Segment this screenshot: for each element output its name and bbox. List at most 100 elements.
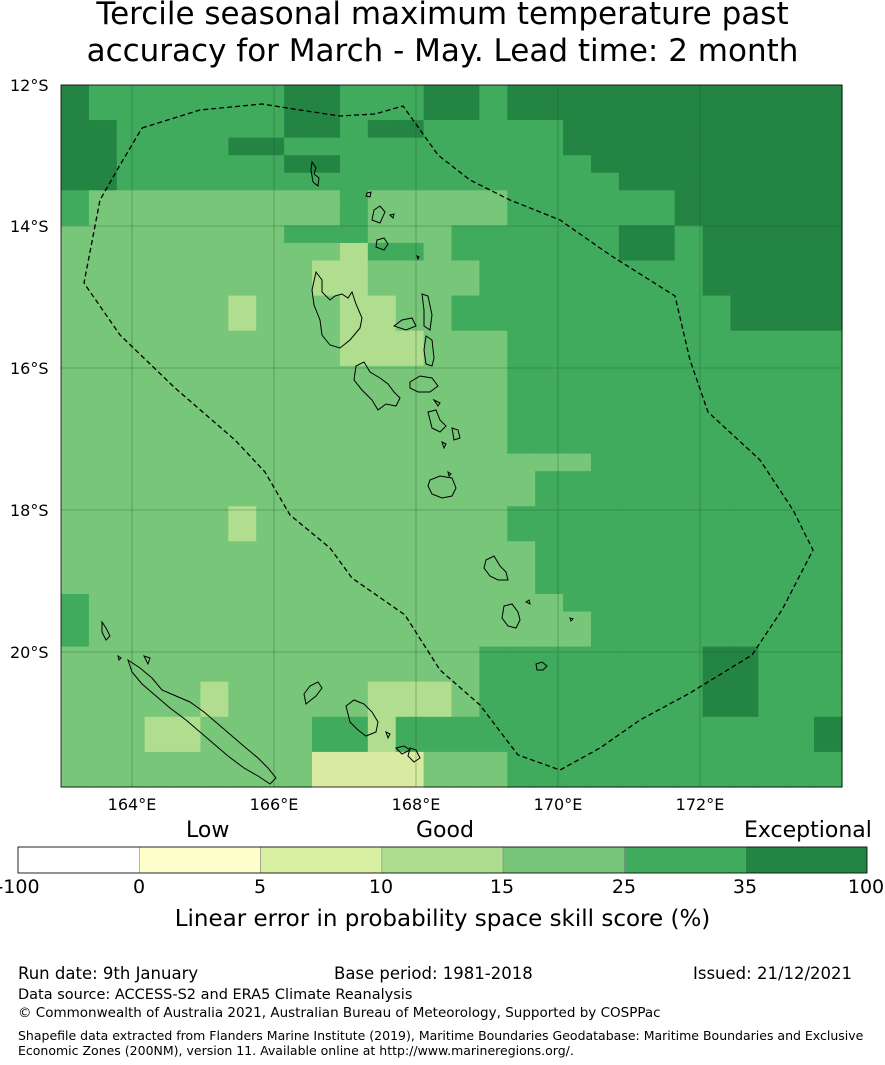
grid-cell — [590, 716, 620, 735]
grid-cell — [563, 313, 592, 332]
grid-cell — [200, 558, 229, 577]
grid-cell — [88, 242, 118, 262]
grid-cell — [312, 348, 341, 367]
grid-cell — [507, 365, 536, 384]
grid-cell — [563, 383, 592, 402]
grid-cell — [702, 453, 732, 472]
grid-cell — [814, 716, 843, 735]
grid-cell — [479, 400, 508, 420]
grid-cell — [646, 295, 676, 314]
grid-cell — [758, 506, 787, 525]
grid-cell — [312, 137, 341, 156]
grid-cell — [423, 295, 453, 314]
grid-cell — [730, 646, 759, 665]
grid-cell — [228, 769, 257, 788]
grid-cell — [284, 260, 313, 279]
grid-cell — [590, 769, 620, 788]
grid-cell — [172, 506, 202, 525]
grid-cell — [758, 207, 787, 226]
grid-cell — [758, 664, 787, 683]
grid-cell — [563, 593, 592, 613]
grid-cell — [730, 681, 759, 700]
grid-cell — [590, 137, 620, 156]
grid-cell — [535, 681, 564, 700]
lat-label: 12°S — [10, 76, 49, 95]
grid-cell — [618, 400, 648, 420]
grid-cell — [256, 225, 285, 244]
colorbar-tick: 25 — [611, 876, 637, 898]
grid-cell — [339, 278, 369, 297]
grid-cell — [451, 85, 480, 104]
grid-cell — [116, 155, 146, 174]
grid-cell — [479, 629, 508, 648]
grid-cell — [228, 488, 257, 507]
grid-cell — [200, 471, 229, 490]
grid-cell — [61, 313, 90, 332]
grid-cell — [172, 593, 202, 613]
grid-cell — [172, 330, 202, 349]
grid-cell — [256, 576, 285, 595]
grid-cell — [339, 190, 369, 209]
grid-cell — [200, 751, 229, 771]
grid-cell — [367, 576, 397, 595]
grid-cell — [367, 558, 397, 577]
grid-cell — [786, 85, 815, 104]
grid-cell — [284, 716, 313, 735]
grid-cell — [395, 506, 425, 525]
grid-cell — [88, 365, 118, 384]
grid-cell — [507, 242, 536, 262]
grid-cell — [814, 400, 843, 420]
grid-cell — [228, 348, 257, 367]
grid-cell — [674, 155, 704, 174]
grid-cell — [618, 365, 648, 384]
grid-cell — [312, 155, 341, 174]
grid-cell — [786, 611, 815, 630]
colorbar-segment — [260, 846, 383, 874]
grid-cell — [507, 629, 536, 648]
grid-cell — [172, 85, 202, 104]
grid-cell — [312, 453, 341, 472]
grid-cell — [758, 383, 787, 402]
grid-cell — [200, 330, 229, 349]
grid-cell — [284, 576, 313, 595]
grid-cell — [367, 716, 397, 735]
grid-cell — [367, 751, 397, 771]
grid-cell — [423, 155, 453, 174]
grid-cell — [88, 646, 118, 665]
grid-cell — [367, 541, 397, 560]
grid-cell — [563, 137, 592, 156]
grid-cell — [479, 172, 508, 191]
grid-cell — [814, 699, 843, 718]
grid-cell — [563, 541, 592, 560]
grid-cell — [200, 436, 229, 455]
grid-cell — [730, 488, 759, 507]
grid-cell — [814, 769, 843, 788]
grid-cell — [702, 751, 732, 771]
grid-cell — [256, 365, 285, 384]
grid-cell — [423, 260, 453, 279]
grid-cell — [256, 137, 285, 156]
grid-cell — [674, 400, 704, 420]
grid-cell — [339, 576, 369, 595]
grid-cell — [284, 646, 313, 665]
grid-cell — [172, 242, 202, 262]
grid-cell — [786, 295, 815, 314]
grid-cell — [563, 471, 592, 490]
grid-cell — [451, 611, 480, 630]
grid-cell — [814, 629, 843, 648]
grid-cell — [144, 102, 174, 121]
grid-cell — [88, 313, 118, 332]
grid-cell — [172, 172, 202, 191]
grid-cell — [758, 436, 787, 455]
grid-cell — [451, 120, 480, 139]
grid-cell — [61, 137, 90, 156]
grid-cell — [172, 769, 202, 788]
grid-cell — [590, 611, 620, 630]
grid-cell — [674, 523, 704, 542]
grid-cell — [507, 541, 536, 560]
grid-cell — [786, 523, 815, 542]
grid-cell — [116, 330, 146, 349]
grid-cell — [395, 646, 425, 665]
grid-cell — [758, 348, 787, 367]
grid-cell — [228, 137, 257, 156]
